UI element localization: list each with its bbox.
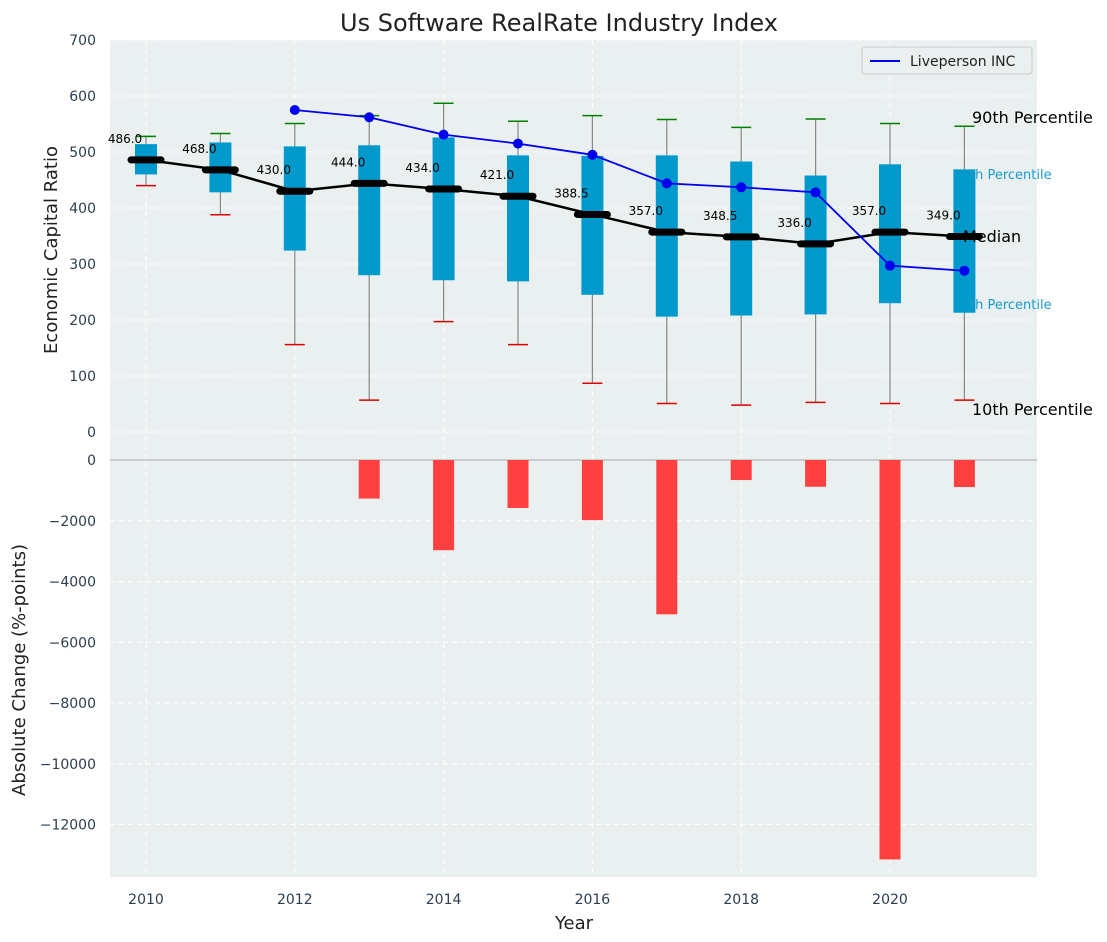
iqr-box — [432, 137, 455, 281]
change-bar — [879, 460, 901, 860]
median-value-label: 421.0 — [480, 168, 514, 182]
bottom-y-tick-label: −10000 — [40, 757, 96, 773]
x-axis-label: Year — [554, 913, 594, 934]
median-value-label: 336.0 — [777, 216, 811, 230]
iqr-box — [953, 169, 976, 313]
bottom-y-tick-label: −8000 — [49, 696, 96, 712]
legend-box — [861, 46, 1033, 75]
p10-annotation: 10th Percentile — [972, 400, 1093, 419]
change-bar — [730, 460, 752, 481]
company-point — [438, 129, 449, 140]
top-y-tick-label: 200 — [69, 313, 96, 329]
bottom-y-tick-label: −2000 — [49, 514, 96, 530]
change-bar — [656, 460, 678, 615]
company-point — [736, 182, 747, 193]
legend-label: Liveperson INC — [910, 54, 1016, 70]
x-tick-label: 2018 — [723, 892, 759, 908]
top-y-tick-label: 100 — [69, 369, 96, 385]
company-point — [661, 178, 672, 189]
change-bar — [805, 460, 827, 487]
bottom-y-tick-label: −12000 — [40, 818, 96, 834]
top-y-tick-label: 500 — [69, 145, 96, 161]
top-y-tick-label: 300 — [69, 257, 96, 273]
top-y-tick-label: 700 — [69, 33, 96, 49]
iqr-box — [581, 155, 604, 295]
company-polyline — [294, 109, 965, 272]
bottom-grid — [110, 520, 1037, 825]
change-bar — [433, 460, 455, 551]
bottom-y-tick-label: −4000 — [49, 575, 96, 591]
company-point — [513, 138, 523, 149]
company-point — [810, 187, 821, 198]
change-bar — [581, 460, 603, 521]
median-value-label: 349.0 — [926, 209, 960, 223]
change-bar — [953, 460, 975, 488]
median-value-label: 486.0 — [108, 132, 142, 146]
iqr-box — [283, 146, 306, 251]
median-value-label: 357.0 — [629, 204, 663, 218]
top-y-tick-label: 400 — [69, 201, 96, 217]
company-point — [885, 260, 895, 271]
p90-annotation: 90th Percentile — [972, 108, 1093, 127]
top-y-tick-label: 0 — [87, 425, 96, 441]
x-tick-label: 2012 — [277, 892, 313, 908]
legend: Liveperson INC — [861, 46, 1033, 75]
chart-title: Us Software RealRate Industry Index — [340, 9, 778, 37]
median-value-label: 434.0 — [405, 161, 439, 175]
median-value-label: 430.0 — [257, 163, 291, 177]
iqr-box — [358, 145, 381, 276]
company-point — [959, 265, 970, 276]
company-point — [364, 112, 375, 123]
median-value-label: 388.5 — [554, 186, 588, 200]
company-point — [289, 105, 300, 115]
iqr-box — [655, 155, 678, 317]
x-tick-label: 2010 — [128, 892, 164, 908]
company-line-group — [289, 105, 970, 276]
change-bar — [507, 460, 529, 508]
x-tick-label: 2020 — [872, 892, 908, 908]
median-value-label: 468.0 — [182, 142, 216, 156]
bottom-y-tick-label: −6000 — [49, 635, 96, 651]
top-y-tick-label: 600 — [69, 89, 96, 105]
median-value-label: 357.0 — [852, 204, 886, 218]
median-annotation: Median — [963, 227, 1021, 246]
change-bar — [358, 460, 380, 499]
bottom-y-tick-label: 0 — [87, 453, 96, 469]
x-ticks: 2010 2012 2014 2016 2018 2020 — [128, 892, 908, 908]
company-point — [587, 149, 598, 160]
bar-group — [358, 460, 975, 860]
x-tick-label: 2016 — [575, 892, 611, 908]
iqr-box — [507, 155, 529, 282]
median-value-label: 444.0 — [331, 155, 365, 169]
x-tick-label: 2014 — [426, 892, 462, 908]
top-y-axis-label: Economic Capital Ratio — [41, 146, 62, 354]
median-line-group: 486.0 468.0 430.0 444.0 434.0 421.0 388.5 357.0… — [108, 132, 983, 248]
bottom-y-axis-label: Absolute Change (%-points) — [9, 544, 30, 796]
p25-annotation: th Percentile — [970, 298, 1052, 313]
bottom-y-ticks: 0 −2000 −4000 −6000 −8000 −10000 −12000 — [40, 453, 96, 834]
p75-annotation: th Percentile — [970, 168, 1052, 183]
median-value-label: 348.5 — [703, 209, 737, 223]
top-y-ticks: 0 100 200 300 400 500 600 700 — [69, 33, 96, 441]
